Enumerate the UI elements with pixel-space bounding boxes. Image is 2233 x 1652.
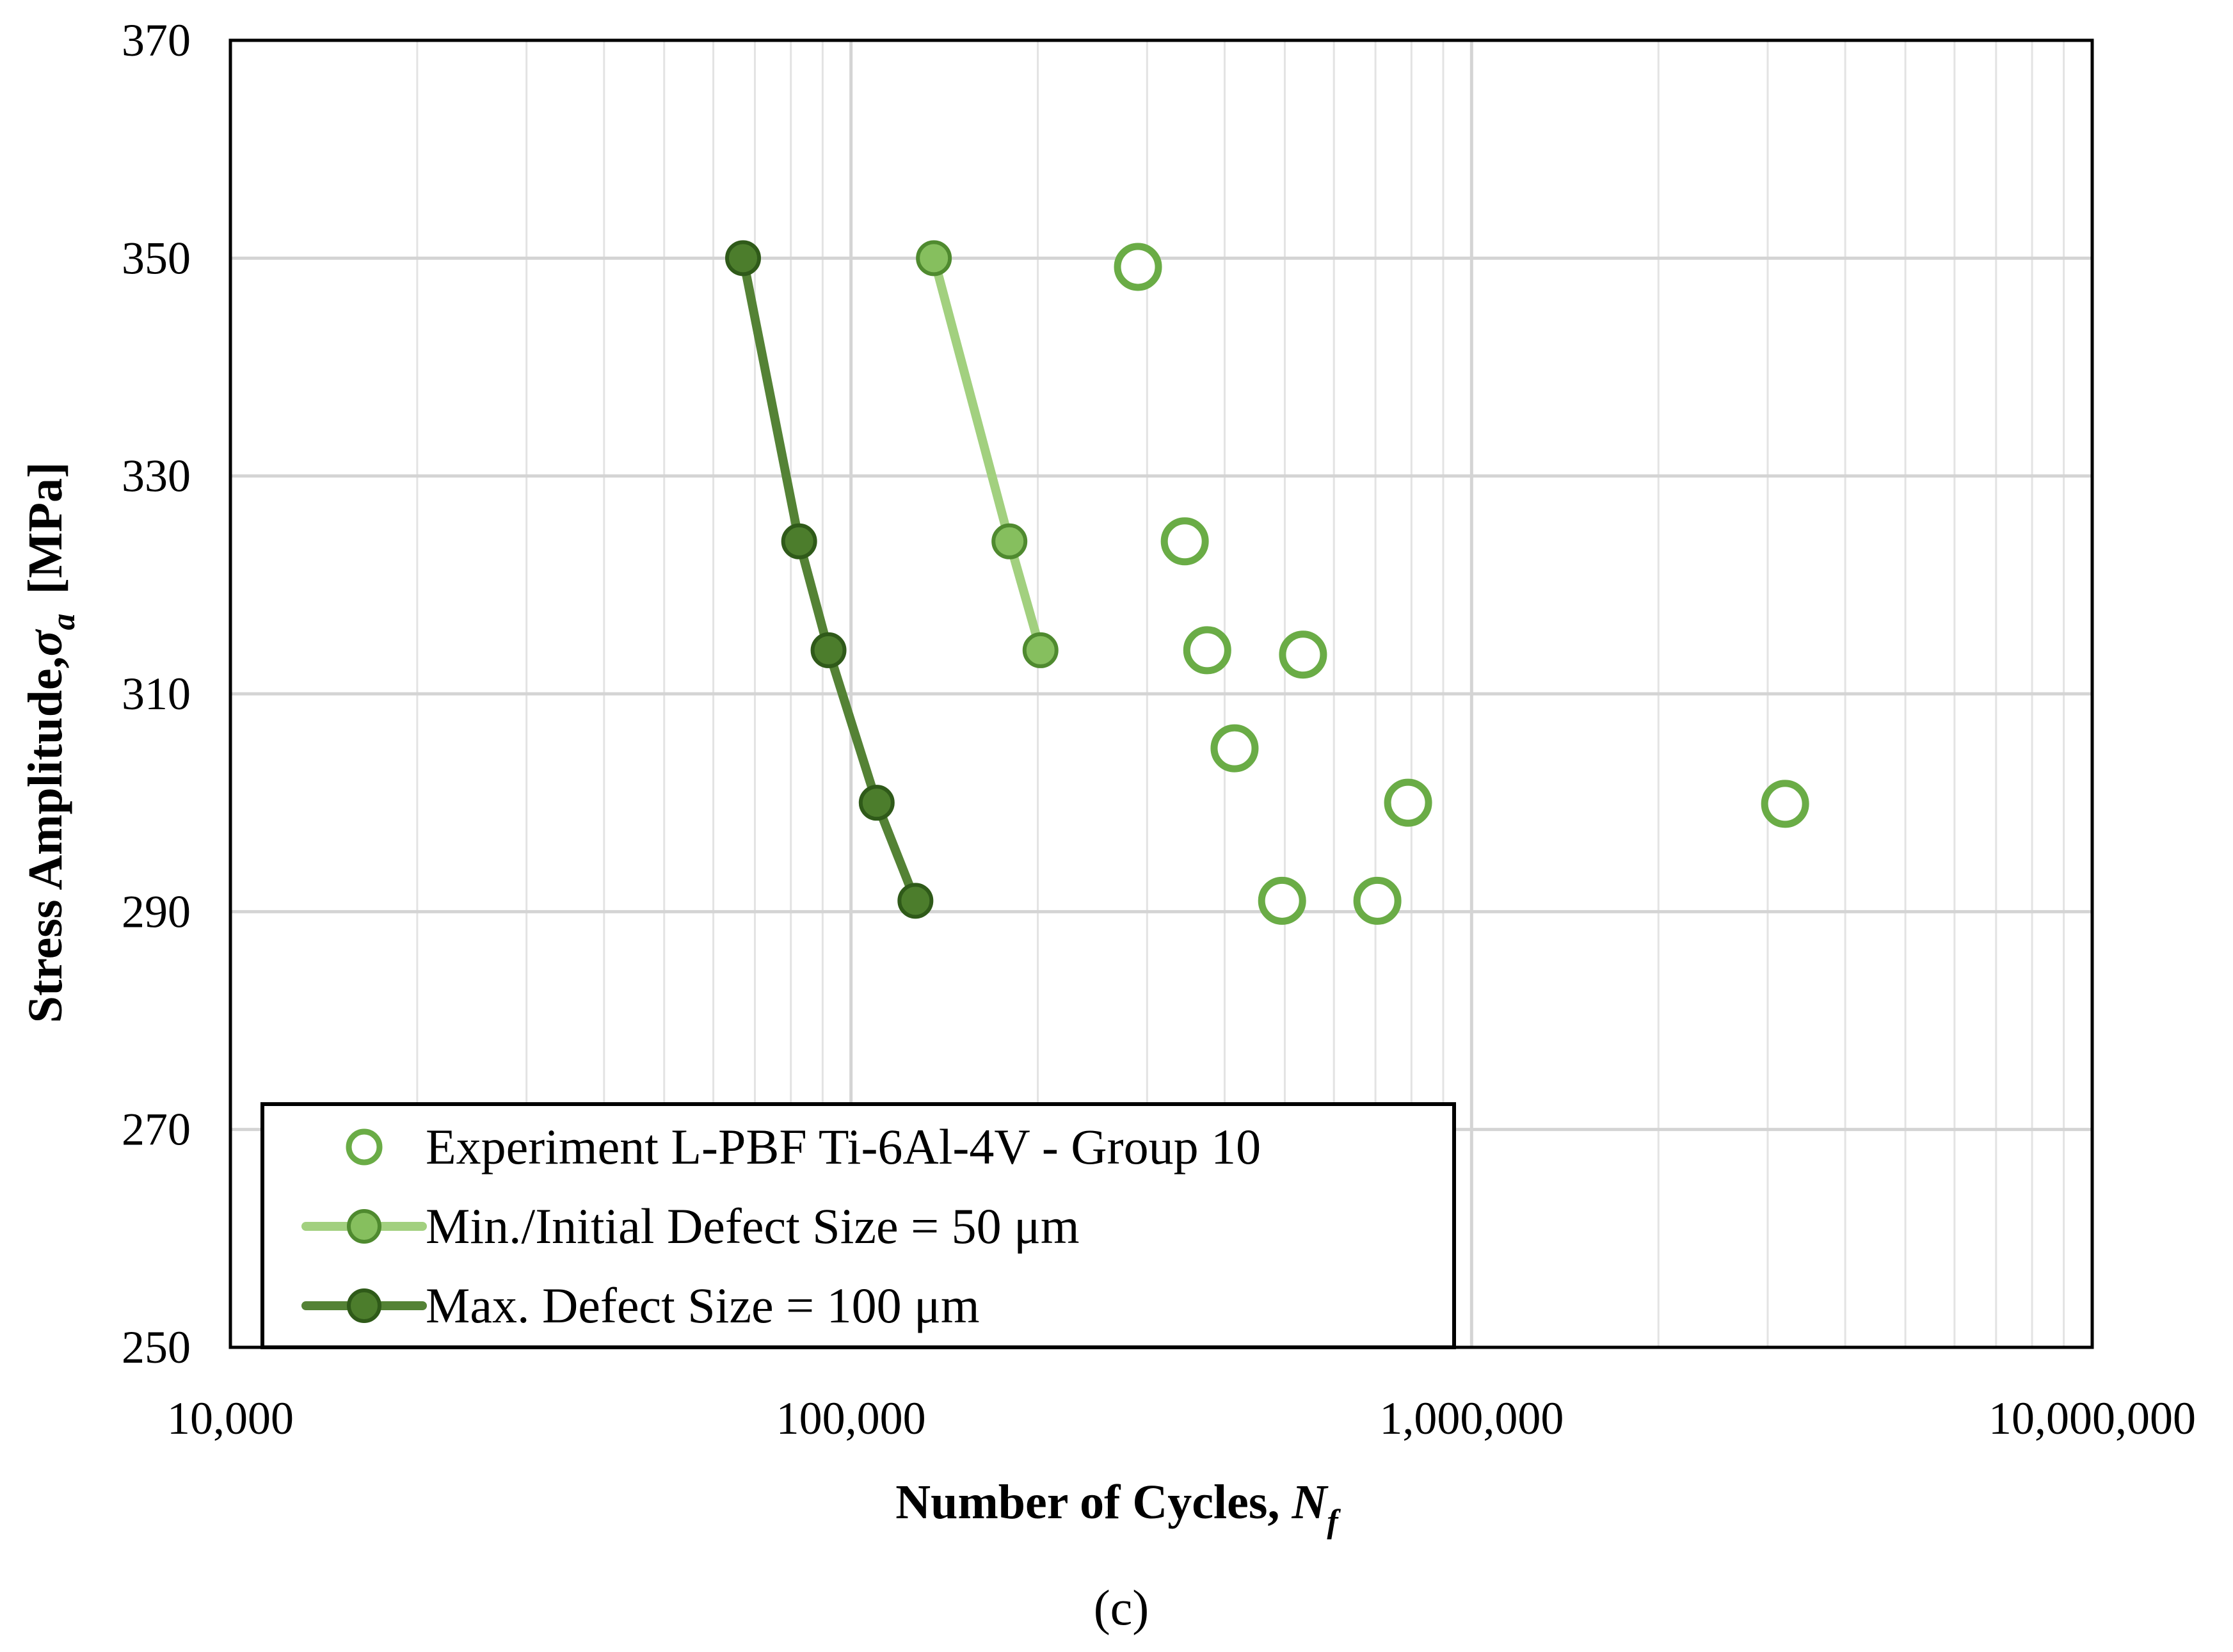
y-tick-label: 250 <box>122 1322 191 1373</box>
series-layer <box>725 240 1809 925</box>
data-point <box>1160 517 1209 566</box>
legend-box <box>260 1102 1456 1349</box>
y-tick-label: 350 <box>122 232 191 284</box>
y-tick-label: 330 <box>122 451 191 502</box>
data-point <box>1279 630 1327 679</box>
data-point <box>1022 632 1059 668</box>
legend-marker-experiment <box>346 1128 383 1166</box>
data-point <box>810 632 847 668</box>
legend-marker-max-defect <box>347 1288 381 1323</box>
figure-caption: (c) <box>1094 1580 1149 1635</box>
data-point <box>1353 876 1402 925</box>
y-tick-label: 310 <box>122 668 191 719</box>
data-point <box>916 240 952 277</box>
y-axis-title: Stress Amplitude,σa [MPa] <box>19 462 82 1023</box>
y-axis-title-unit: [MPa] <box>19 462 72 595</box>
data-point <box>1114 243 1162 291</box>
data-point <box>725 240 762 277</box>
x-axis-title-subscript: f <box>1327 1504 1341 1540</box>
data-point <box>1210 724 1259 773</box>
data-point <box>991 523 1028 559</box>
y-tick-label: 370 <box>122 15 191 66</box>
x-axis-title-text: Number of Cycles, <box>895 1475 1292 1529</box>
series-0 <box>1114 243 1809 925</box>
data-point <box>1258 876 1306 925</box>
data-point <box>897 883 934 919</box>
data-point <box>858 785 895 821</box>
legend: Experiment L-PBF Ti-6Al-4V - Group 10 Mi… <box>260 1102 1456 1349</box>
legend-marker-min-defect <box>347 1209 381 1244</box>
x-tick-label: 1,000,000 <box>1379 1393 1564 1444</box>
y-axis-title-text: Stress Amplitude, <box>19 656 72 1023</box>
x-tick-label: 10,000 <box>167 1393 294 1444</box>
series-1 <box>916 240 1059 668</box>
y-axis-title-symbol: σ <box>19 629 72 656</box>
y-tick-label: 270 <box>122 1104 191 1155</box>
x-axis-tick-labels: 10,000 100,000 1,000,000 10,000,000 <box>167 1393 2196 1444</box>
data-point <box>1183 626 1231 675</box>
data-point <box>781 523 817 559</box>
y-axis-tick-labels: 250 270 290 310 330 350 370 <box>122 15 191 1373</box>
y-axis-title-subscript: a <box>45 613 82 630</box>
legend-label-experiment: Experiment L-PBF Ti-6Al-4V - Group 10 <box>426 1119 1261 1175</box>
x-axis-title-symbol: N <box>1291 1475 1329 1529</box>
x-tick-label: 100,000 <box>776 1393 926 1444</box>
data-point <box>1761 780 1809 828</box>
x-axis-title: Number of Cycles, Nf <box>895 1475 1341 1540</box>
x-tick-label: 10,000,000 <box>1989 1393 2196 1444</box>
legend-label-max-defect: Max. Defect Size = 100 μm <box>426 1278 980 1333</box>
y-tick-label: 290 <box>122 886 191 937</box>
legend-label-min-defect: Min./Initial Defect Size = 50 μm <box>426 1198 1080 1254</box>
data-point <box>1384 778 1432 827</box>
series-2 <box>725 240 934 919</box>
